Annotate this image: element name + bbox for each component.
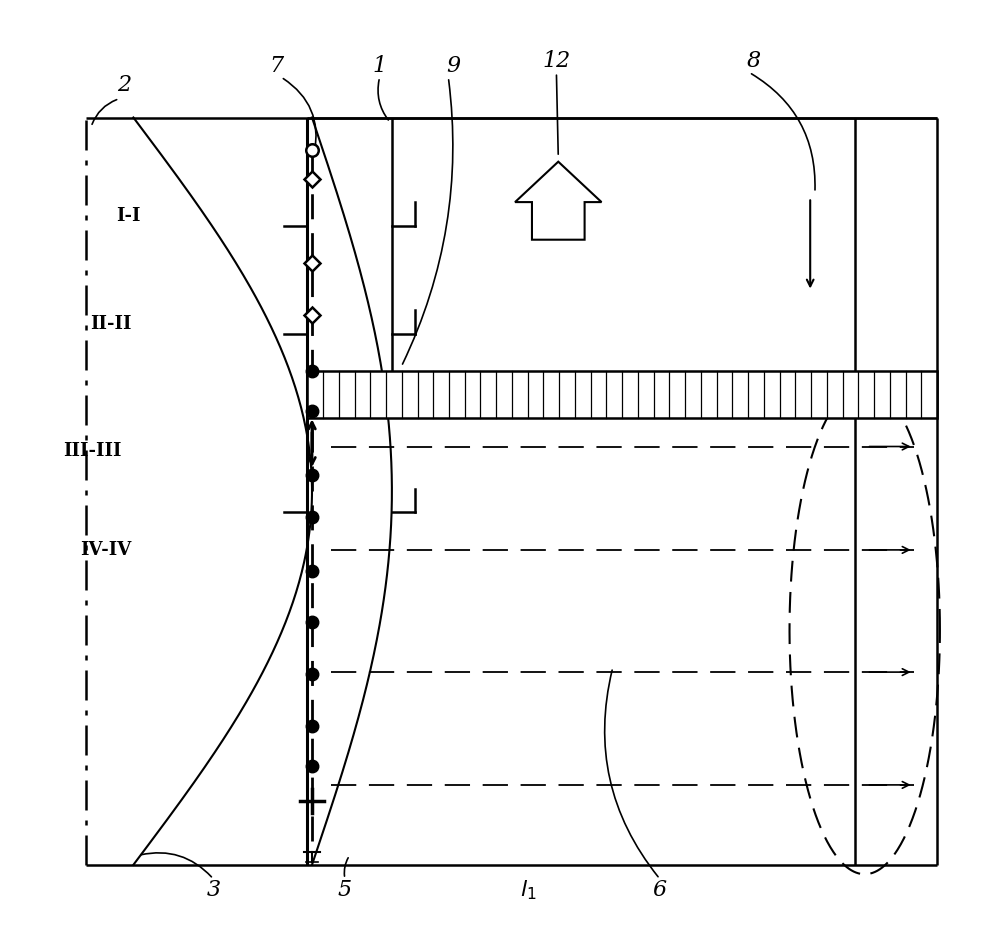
Text: 8: 8 [747, 50, 761, 72]
Text: III-III: III-III [64, 442, 122, 461]
Text: $l_1$: $l_1$ [520, 878, 536, 902]
Text: 7: 7 [269, 55, 283, 77]
Text: 2: 2 [117, 73, 131, 96]
Text: 1: 1 [373, 55, 387, 77]
Text: 5: 5 [338, 879, 352, 901]
Text: 12: 12 [542, 50, 571, 72]
Text: 6: 6 [653, 879, 667, 901]
Text: II-II: II-II [90, 315, 132, 334]
Bar [307, 371, 937, 418]
Text: 3: 3 [206, 879, 220, 901]
Text: IV-IV: IV-IV [80, 540, 132, 559]
Text: 9: 9 [446, 55, 460, 77]
Text: I-I: I-I [116, 207, 141, 226]
